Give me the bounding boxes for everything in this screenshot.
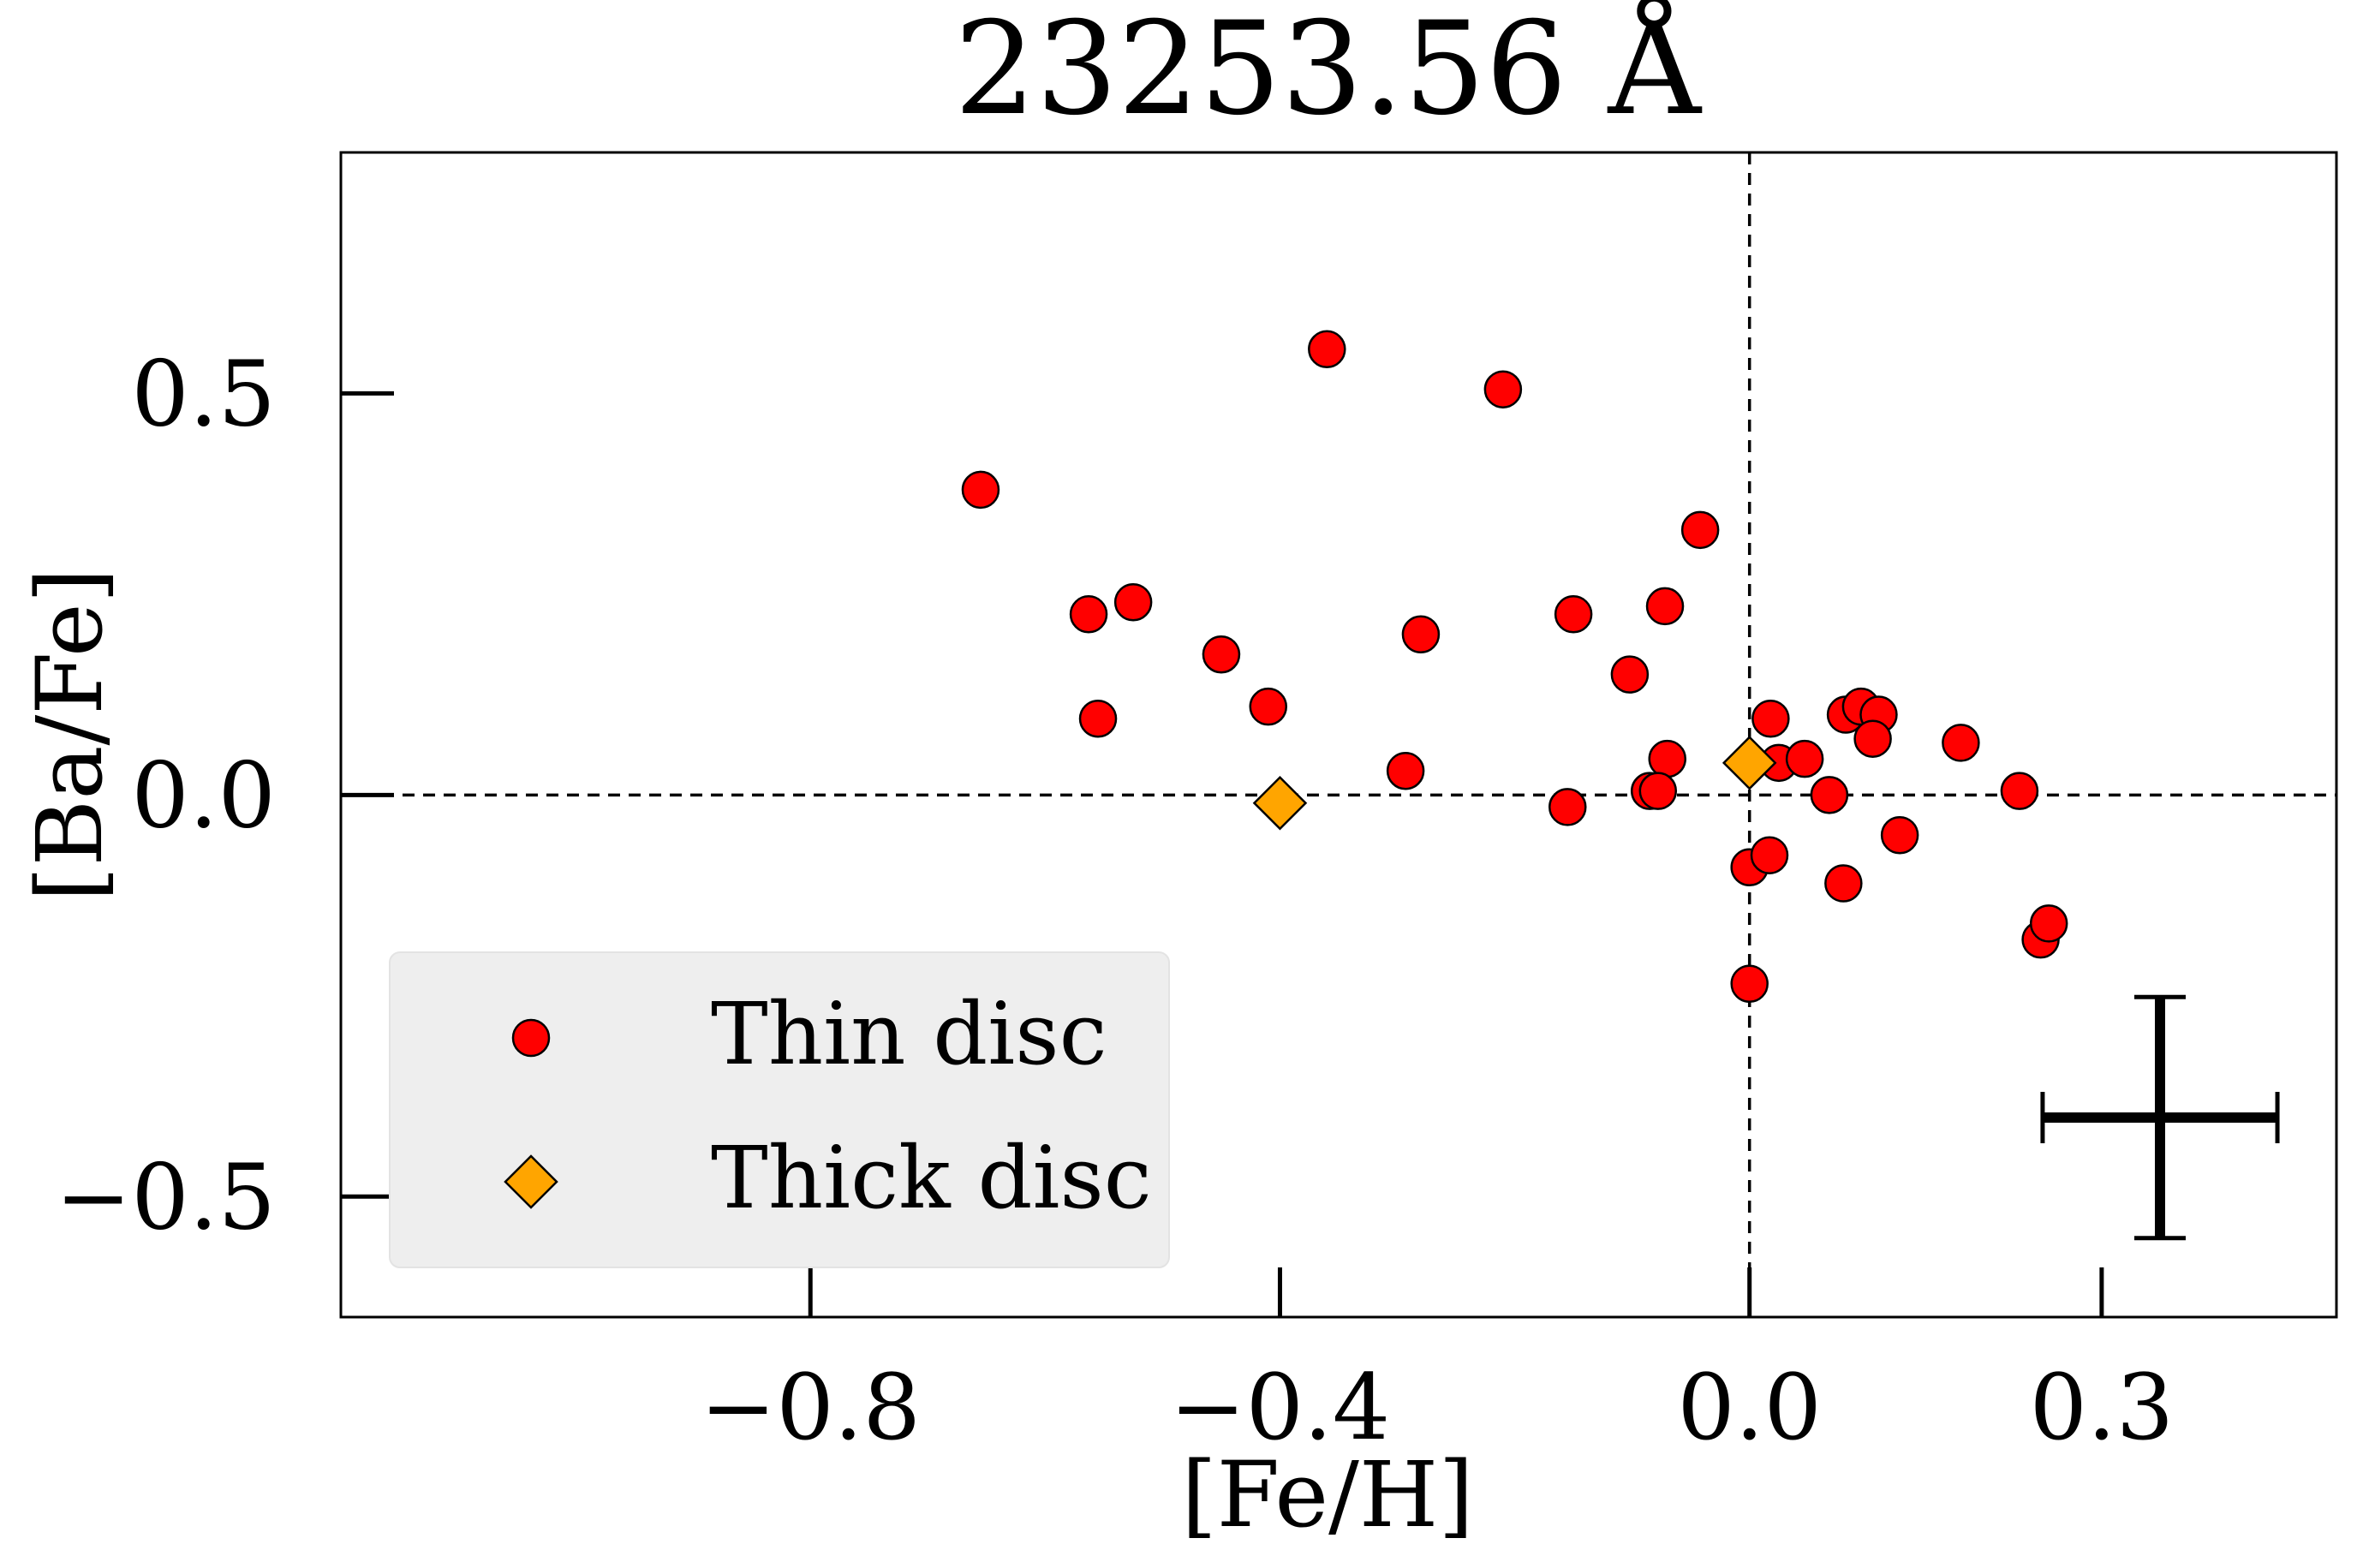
x-tick-label: 0.3 [2030,1355,2175,1460]
thin-disc-point [2000,772,2039,810]
thick-disc-point [1252,775,1308,831]
y-tick-label: 0.0 [131,742,276,848]
thin-disc-point [1202,635,1241,674]
reference-lines [341,152,2336,1317]
thin-disc-point [1483,370,1523,408]
thin-disc-point [1785,739,1824,778]
x-tick-label: 0.0 [1677,1355,1822,1460]
thin-disc-point [1810,776,1849,814]
thin-disc-point [1853,719,1892,758]
x-axis-ticks: −0.8 −0.4 0.0 0.3 [701,1267,2175,1460]
thin-disc-point [1648,739,1687,778]
thick-disc-point [1722,736,1777,790]
y-axis-label: [Ba/Fe] [17,568,122,902]
error-bar [2040,994,2280,1241]
thin-disc-point [2029,904,2068,943]
legend-thin-disc-label: Thin disc [711,984,1107,1084]
legend-thick-disc-label: Thick disc [711,1128,1152,1228]
thin-disc-point [1824,864,1863,903]
thin-disc-point [1401,615,1441,654]
thin-disc-point [1750,836,1789,874]
thin-disc-point [1386,751,1425,790]
thin-disc-point [1680,510,1720,550]
thin-disc-point [1730,964,1769,1004]
y-axis-ticks: 0.5 0.0 −0.5 [56,341,394,1249]
thin-disc-point [1078,699,1118,738]
thin-disc-point [1880,815,1919,855]
x-tick-label: −0.4 [1170,1355,1390,1460]
legend-box [389,951,1170,1268]
data-points [961,330,2068,1004]
legend-thin-disc-marker [511,1018,551,1058]
y-tick-label: −0.5 [56,1144,276,1249]
thin-disc-point [1554,595,1593,634]
legend: Thin disc Thick disc [389,951,1170,1268]
thin-disc-point [961,470,1000,510]
thin-disc-point [1610,655,1650,694]
legend-thick-disc-marker [504,1154,558,1209]
thin-disc-point [1113,582,1153,622]
thin-disc-point [1942,724,1980,762]
x-axis-label: [Fe/H] [1181,1442,1473,1547]
thin-disc-point [1751,699,1790,738]
plot-frame [339,151,2338,1319]
chart-title: 23253.56 Å [954,0,1702,144]
thin-disc-point [1638,772,1678,810]
y-tick-label: 0.5 [131,341,276,446]
thin-disc-point [1645,587,1685,626]
x-tick-label: −0.8 [701,1355,921,1460]
thin-disc-point [1249,687,1288,726]
thin-disc-point [1548,788,1587,826]
thin-disc-point [1308,330,1346,369]
thin-disc-point [1069,595,1108,634]
